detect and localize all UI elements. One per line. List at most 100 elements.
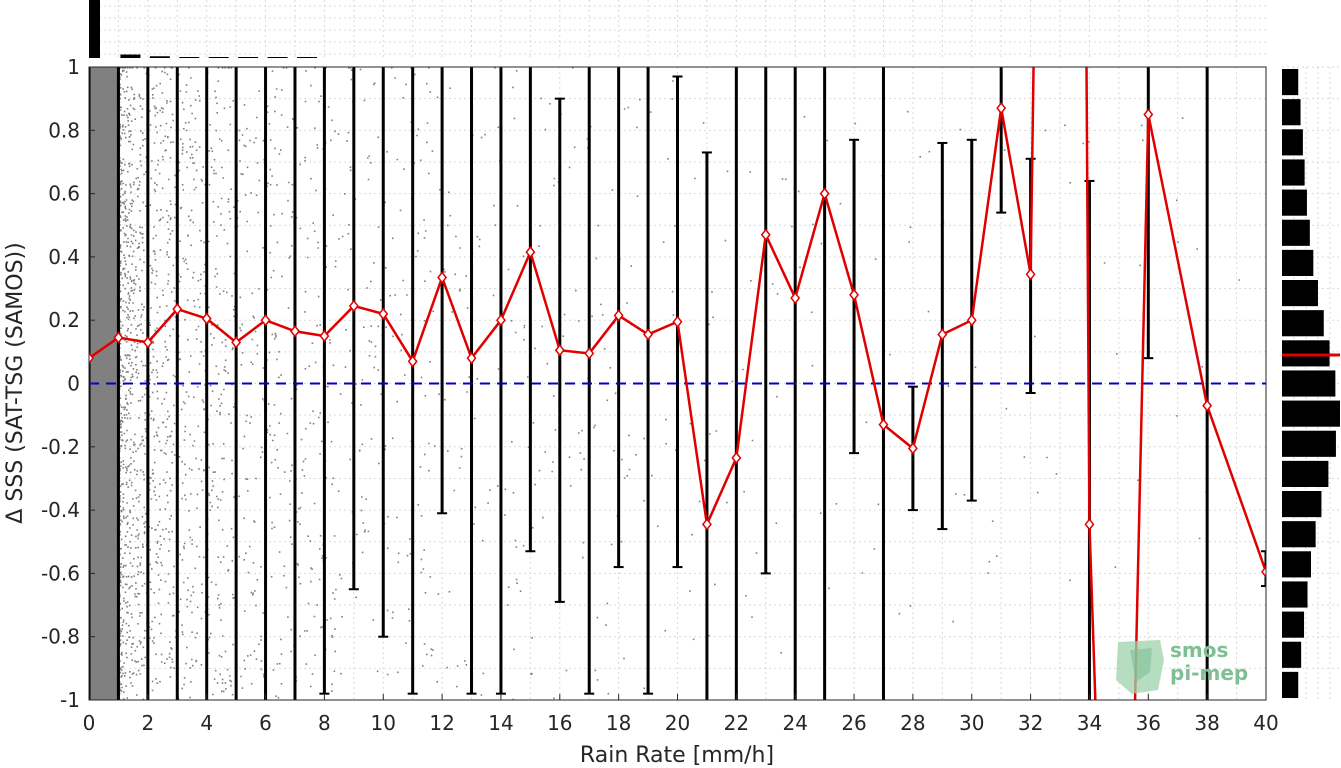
y-tick-label: 0 [67, 372, 80, 396]
right-histogram-bar [1282, 400, 1340, 427]
mean-series-marker [878, 418, 889, 431]
y-tick-label: 0.8 [48, 118, 80, 142]
mean-series-marker [466, 351, 477, 365]
right-histogram-bar [1282, 69, 1299, 96]
y-axis-label: Δ SSS (SAT-TSG (SAMOS)) [3, 242, 28, 523]
right-histogram-bar [1282, 249, 1314, 276]
right-histogram-bar [1282, 159, 1305, 186]
right-histogram-bar [1282, 370, 1336, 397]
mean-series-marker [495, 313, 506, 327]
mean-series-marker [731, 451, 742, 465]
mean-series-marker [378, 307, 389, 321]
x-tick-label: 32 [1018, 711, 1043, 735]
right-histogram-bar [1282, 430, 1336, 457]
x-tick-label: 12 [429, 711, 454, 735]
x-tick-label: 14 [488, 711, 513, 735]
x-axis-label: Rain Rate [mm/h] [580, 743, 774, 768]
right-histogram-bar [1282, 99, 1301, 126]
mean-series-offscale-line [1133, 114, 1150, 700]
mean-series-marker [819, 187, 830, 200]
x-tick-label: 8 [318, 711, 331, 735]
top-histogram-bar [120, 54, 141, 58]
top-histogram-bar [267, 57, 288, 58]
x-tick-label: 20 [665, 711, 690, 735]
right-histogram-bar [1282, 551, 1311, 578]
mean-series-marker [643, 328, 654, 341]
mean-series-marker [525, 245, 536, 259]
x-tick-label: 4 [200, 711, 213, 735]
right-histogram-bar [1282, 219, 1310, 246]
x-tick-label: 34 [1077, 711, 1102, 735]
mean-series-marker [760, 228, 771, 241]
y-tick-label: -0.2 [41, 435, 80, 459]
x-tick-label: 26 [841, 711, 866, 735]
top-histogram-bar [179, 57, 200, 58]
mean-series-marker [790, 291, 801, 305]
right-histogram-bar [1282, 641, 1302, 668]
mean-series-marker [290, 325, 300, 338]
right-histogram-bar [1282, 340, 1330, 367]
main-plot: smos pi-mep [88, 66, 1267, 701]
x-tick-label: 28 [900, 711, 925, 735]
mean-series-marker [701, 518, 712, 531]
mean-series-marker [849, 288, 860, 302]
y-axis-ticks: 1 0.8 0.6 0.4 0.2 0 -0.2 -0.4 -0.6 -0.8 -1 [41, 55, 95, 712]
y-tick-label: 0.2 [48, 308, 80, 332]
mean-series-marker [113, 331, 124, 344]
mean-series-marker [907, 442, 918, 455]
right-histogram-bar [1282, 581, 1308, 608]
right-histogram-bar [1282, 521, 1316, 548]
mean-series-marker [966, 313, 977, 327]
mean-series-marker [437, 271, 448, 284]
mean-series-marker [584, 347, 595, 360]
mean-series-marker [89, 351, 94, 365]
mean-series-offscale-line [1029, 67, 1035, 275]
top-histogram-frame [89, 0, 1266, 58]
y-tick-label: -0.8 [41, 625, 80, 649]
mean-series-marker [231, 336, 242, 349]
top-histogram-bar [89, 0, 100, 58]
right-histogram-bar [1282, 129, 1303, 156]
mean-series-marker [260, 313, 271, 327]
logo-text-smos: smos [1170, 638, 1228, 662]
top-histogram-bar [208, 57, 229, 58]
right-histogram [1282, 66, 1340, 700]
right-histogram-bar [1282, 611, 1305, 638]
mean-series-marker [348, 299, 359, 313]
x-tick-label: 30 [959, 711, 984, 735]
mean-series-marker [613, 309, 624, 322]
mean-series-marker [1202, 399, 1213, 412]
mean-series-marker [554, 344, 565, 357]
x-axis-ticks: 0 2 4 6 8 10 12 14 16 18 20 22 24 26 28 30 32 34 36 38 40 [83, 694, 1279, 735]
logo-text-pi-mep: pi-mep [1170, 661, 1248, 685]
x-tick-label: 10 [371, 711, 396, 735]
smos-pi-mep-logo: smos pi-mep [1116, 638, 1248, 694]
mean-series [89, 67, 1266, 700]
y-tick-label: -1 [60, 688, 80, 712]
mean-series-marker [407, 355, 418, 368]
y-tick-label: 1 [67, 55, 80, 79]
x-tick-label: 40 [1253, 711, 1278, 735]
x-tick-label: 2 [141, 711, 154, 735]
top-histogram-grid [89, 0, 1266, 58]
y-tick-label: 0.6 [48, 182, 80, 206]
right-histogram-bar [1282, 460, 1329, 487]
x-tick-label: 0 [83, 711, 96, 735]
right-histogram-bar [1282, 280, 1318, 307]
x-tick-label: 6 [259, 711, 272, 735]
top-histogram-bar [149, 56, 170, 58]
right-histogram-bar [1282, 671, 1299, 698]
logo-map-shade [1130, 648, 1152, 682]
x-tick-label: 24 [782, 711, 807, 735]
mean-series-marker [996, 101, 1007, 115]
top-histogram-bar [296, 57, 317, 58]
top-histogram [89, 0, 1266, 58]
mean-series-marker [201, 312, 212, 325]
mean-series-marker [1261, 565, 1266, 579]
y-tick-label: 0.4 [48, 245, 80, 269]
mean-series-marker [1025, 268, 1036, 281]
mean-series-marker [672, 315, 683, 328]
x-tick-label: 16 [547, 711, 572, 735]
mean-series-marker [1084, 518, 1095, 531]
mean-series-marker [937, 328, 948, 341]
